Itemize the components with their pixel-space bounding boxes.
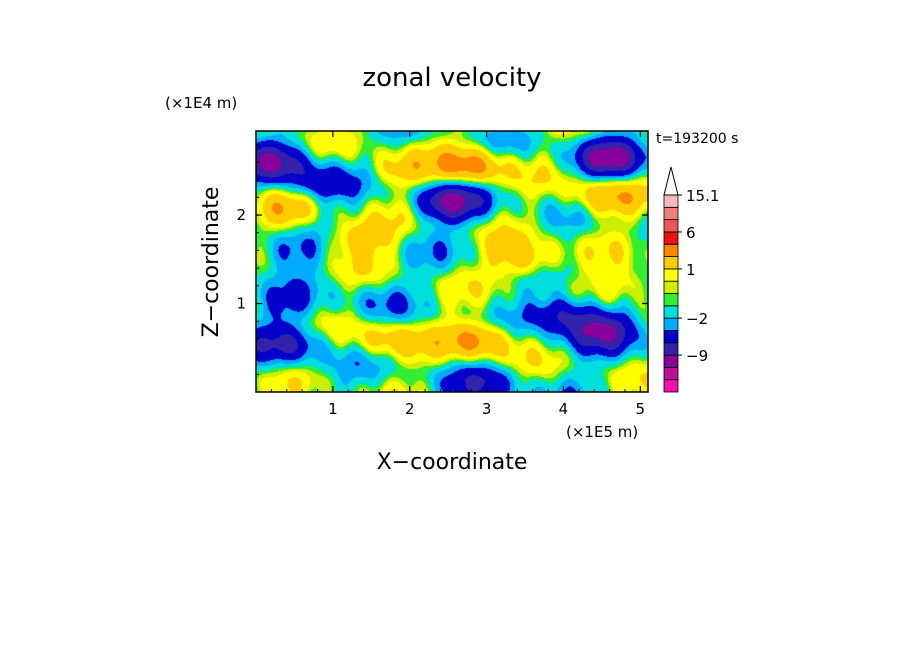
x-axis: 1 2 3 4 5 bbox=[270, 131, 646, 418]
colorbar-label-2: 1 bbox=[686, 261, 696, 279]
colorbar-label-1: 6 bbox=[686, 224, 696, 242]
colorbar-segment-1 bbox=[663, 366, 679, 381]
x-tick-label-4: 5 bbox=[636, 400, 646, 418]
colorbar-segment-2 bbox=[663, 354, 679, 368]
colorbar-segment-11 bbox=[663, 243, 679, 257]
heatmap-plot bbox=[255, 130, 649, 393]
x-tick-label-3: 4 bbox=[559, 400, 569, 418]
x-unit-label: (×1E5 m) bbox=[566, 423, 638, 441]
colorbar-segment-13 bbox=[663, 219, 679, 233]
plot-frame bbox=[255, 130, 649, 393]
colorbar-segment-14 bbox=[663, 206, 679, 221]
colorbar-label-4: −9 bbox=[686, 347, 708, 365]
colorbar-label-0: 15.1 bbox=[686, 187, 719, 205]
colorbar-segment-7 bbox=[663, 293, 679, 307]
x-tick-label-0: 1 bbox=[328, 400, 338, 418]
colorbar-segment-4 bbox=[663, 330, 679, 344]
y-unit-label: (×1E4 m) bbox=[165, 94, 237, 112]
colorbar-segment-15 bbox=[663, 194, 679, 208]
x-tick-label-2: 3 bbox=[482, 400, 492, 418]
colorbar-segment-10 bbox=[663, 256, 679, 270]
time-label: t=193200 s bbox=[656, 131, 738, 147]
colorbar-segment-9 bbox=[663, 268, 679, 282]
colorbar-segment-8 bbox=[663, 280, 679, 294]
colorbar-segment-0 bbox=[663, 379, 679, 393]
colorbar-segment-5 bbox=[663, 317, 679, 331]
colorbar: 15.1 6 1 −2 −9 bbox=[663, 166, 719, 393]
heatmap-field bbox=[256, 131, 648, 392]
colorbar-segment-12 bbox=[663, 231, 679, 245]
y-axis-label: Z−coordinate bbox=[199, 187, 224, 338]
y-tick-label-1: 2 bbox=[236, 206, 246, 224]
y-axis: 12 bbox=[236, 143, 648, 375]
chart-title: zonal velocity bbox=[362, 63, 541, 93]
colorbar-segment-6 bbox=[663, 305, 679, 319]
colorbar-segment-3 bbox=[663, 342, 679, 356]
x-axis-label: X−coordinate bbox=[377, 450, 528, 475]
x-tick-label-1: 2 bbox=[405, 400, 415, 418]
colorbar-label-3: −2 bbox=[686, 310, 708, 328]
colorbar-extend-arrow bbox=[663, 166, 679, 196]
y-tick-label-0: 1 bbox=[236, 295, 246, 313]
heatmap-canvas-holder bbox=[256, 131, 648, 392]
